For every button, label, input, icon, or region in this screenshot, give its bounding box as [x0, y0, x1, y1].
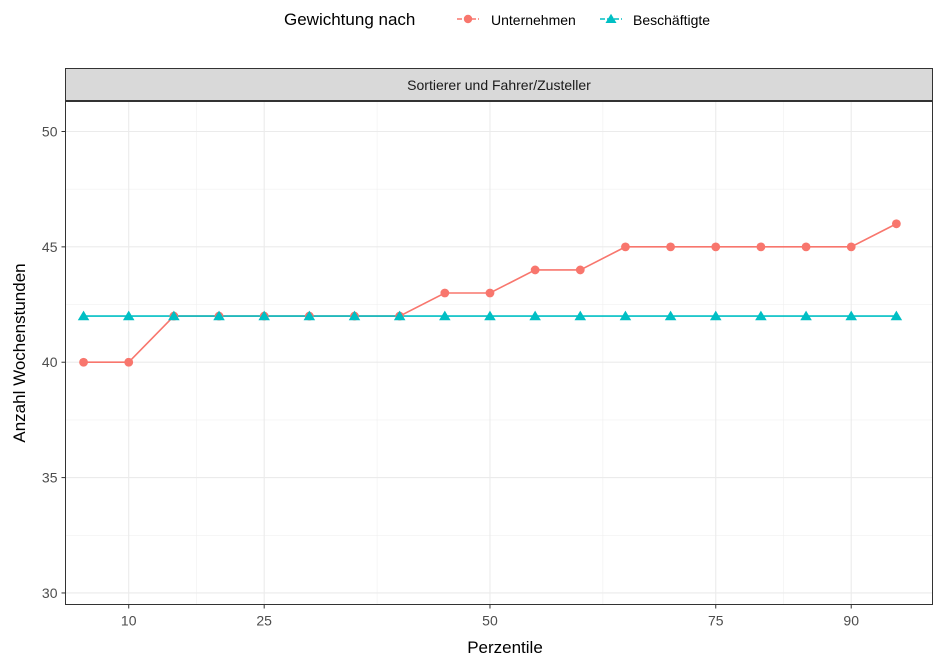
data-point-beschaeftigte — [348, 310, 361, 321]
data-point-beschaeftigte — [122, 310, 135, 321]
major-gridlines — [65, 101, 933, 605]
data-point-unternehmen — [124, 357, 134, 367]
data-point-beschaeftigte — [484, 310, 496, 321]
data-point-unternehmen — [79, 357, 88, 367]
data-point-unternehmen — [666, 242, 675, 252]
data-point-beschaeftigte — [664, 310, 677, 321]
data-point-beschaeftigte — [303, 310, 316, 321]
data-point-unternehmen — [801, 242, 811, 252]
facet-strip-label: Sortierer und Fahrer/Zusteller — [407, 77, 591, 93]
minor-gridlines — [65, 101, 933, 605]
data-point-beschaeftigte — [393, 310, 406, 321]
data-point-unternehmen — [756, 242, 766, 252]
legend-title: Gewichtung nach — [284, 10, 415, 29]
x-tick-label: 75 — [708, 613, 724, 629]
legend-label-beschaeftigte: Beschäftigte — [633, 12, 710, 28]
plot-border — [65, 101, 933, 605]
data-point-unternehmen — [891, 219, 901, 229]
y-axis: 30 35 40 45 50 — [42, 123, 66, 601]
y-tick-label: 50 — [42, 123, 58, 139]
data-point-beschaeftigte — [213, 310, 225, 321]
data-point-beschaeftigte — [800, 310, 812, 321]
y-tick-label: 30 — [42, 585, 58, 601]
legend-key-beschaeftigte — [600, 13, 622, 23]
data-point-beschaeftigte — [77, 310, 90, 321]
data-point-beschaeftigte — [529, 310, 541, 321]
data-point-beschaeftigte — [168, 310, 180, 321]
x-axis: 10 25 50 75 90 — [121, 604, 859, 629]
data-point-unternehmen — [621, 242, 630, 252]
data-point-beschaeftigte — [258, 310, 270, 321]
data-point-unternehmen — [711, 242, 721, 252]
legend: Gewichtung nach Unternehmen Beschäftigte — [284, 10, 710, 29]
x-tick-label: 10 — [121, 613, 137, 629]
legend-key-marker — [605, 13, 617, 23]
y-axis-title: Anzahl Wochenstunden — [10, 263, 29, 442]
y-tick-label: 35 — [42, 470, 58, 486]
data-point-unternehmen — [575, 265, 585, 275]
data-point-unternehmen — [440, 288, 450, 298]
legend-label-unternehmen: Unternehmen — [491, 12, 576, 28]
data-point-unternehmen — [530, 265, 540, 275]
data-point-beschaeftigte — [439, 310, 451, 321]
series-points — [77, 219, 903, 367]
facet-strip — [65, 68, 933, 101]
x-tick-label: 50 — [482, 613, 498, 629]
x-tick-label: 25 — [256, 613, 272, 629]
plot-panel — [65, 101, 933, 605]
legend-key-marker — [463, 14, 473, 24]
data-point-beschaeftigte — [755, 310, 767, 321]
x-axis-title: Perzentile — [467, 638, 543, 657]
data-point-beschaeftigte — [890, 310, 903, 321]
y-tick-label: 40 — [42, 354, 58, 370]
y-tick-label: 45 — [42, 239, 58, 255]
data-point-beschaeftigte — [619, 310, 632, 321]
legend-key-unternehmen — [457, 14, 479, 24]
data-point-unternehmen — [485, 288, 495, 298]
data-point-beschaeftigte — [574, 310, 587, 321]
x-tick-label: 90 — [843, 613, 859, 629]
data-point-beschaeftigte — [709, 310, 722, 321]
data-point-beschaeftigte — [845, 310, 857, 321]
data-point-unternehmen — [846, 242, 856, 252]
